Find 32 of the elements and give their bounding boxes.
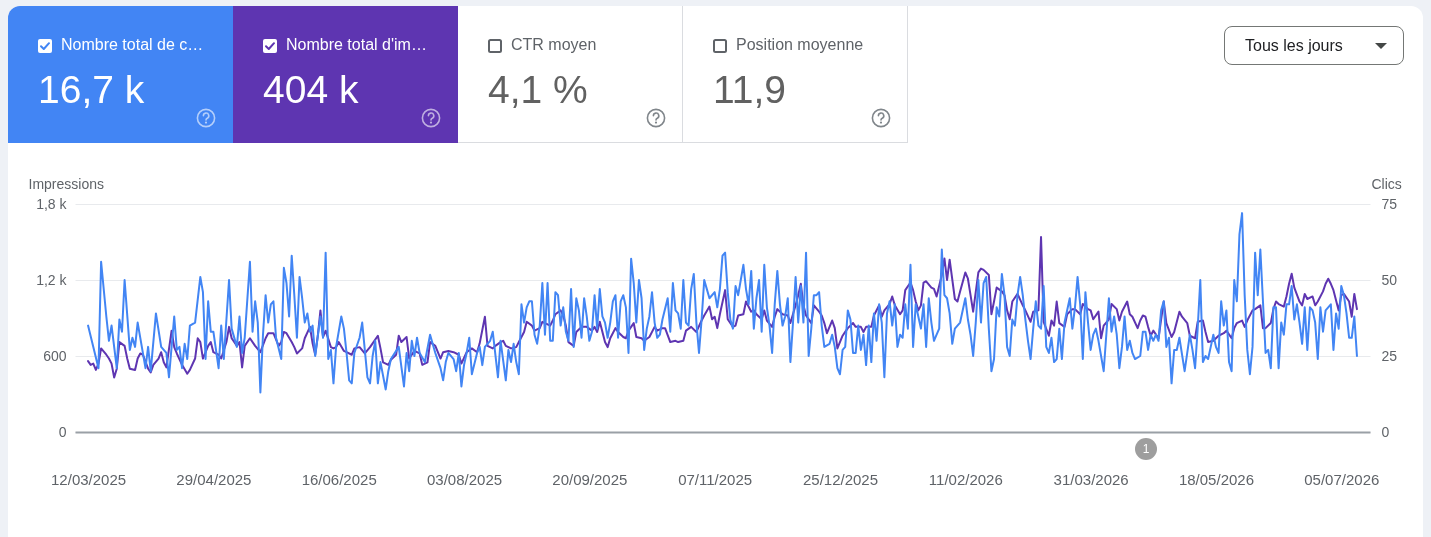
x-tick-label: 07/11/2025 (678, 470, 753, 488)
y2-tick-label: 50 (1381, 271, 1398, 288)
x-tick-label: 11/02/2026 (928, 470, 1003, 488)
line-series (87, 212, 1358, 394)
y2-tick-label: 75 (1381, 195, 1398, 212)
x-tick-label: 12/03/2025 (51, 470, 127, 488)
x-tick-label: 16/06/2025 (301, 470, 377, 488)
y-axis-title: Impressions (28, 175, 104, 192)
text: Nombre total de c… (61, 35, 204, 55)
y-tick-label: 600 (43, 347, 67, 364)
x-tick-label: 05/07/2026 (1304, 470, 1380, 488)
text: 16,7 k (38, 67, 145, 113)
x-tick-label: 31/03/2026 (1053, 470, 1129, 488)
y2-tick-label: 0 (1381, 423, 1390, 440)
text: 4,1 % (488, 67, 588, 113)
x-tick-label: 03/08/2025 (426, 470, 503, 488)
text: 11,9 (713, 67, 787, 113)
text: Position moyenne (736, 35, 864, 55)
text: CTR moyen (511, 35, 597, 55)
text: 404 k (263, 67, 359, 113)
y2-axis-title: Clics (1371, 175, 1402, 192)
x-tick-label: 25/12/2025 (802, 470, 879, 488)
text: Tous les jours (1245, 36, 1343, 56)
x-tick-label: 20/09/2025 (552, 470, 628, 488)
y-tick-label: 1,8 k (36, 195, 68, 212)
line-series (87, 235, 1358, 379)
y-tick-label: 1,2 k (36, 271, 68, 288)
x-tick-label: 18/05/2026 (1178, 470, 1254, 488)
y-tick-label: 0 (58, 423, 67, 440)
x-tick-label: 29/04/2025 (176, 470, 252, 488)
text: Nombre total d'im… (286, 35, 427, 55)
y2-tick-label: 25 (1381, 347, 1398, 364)
